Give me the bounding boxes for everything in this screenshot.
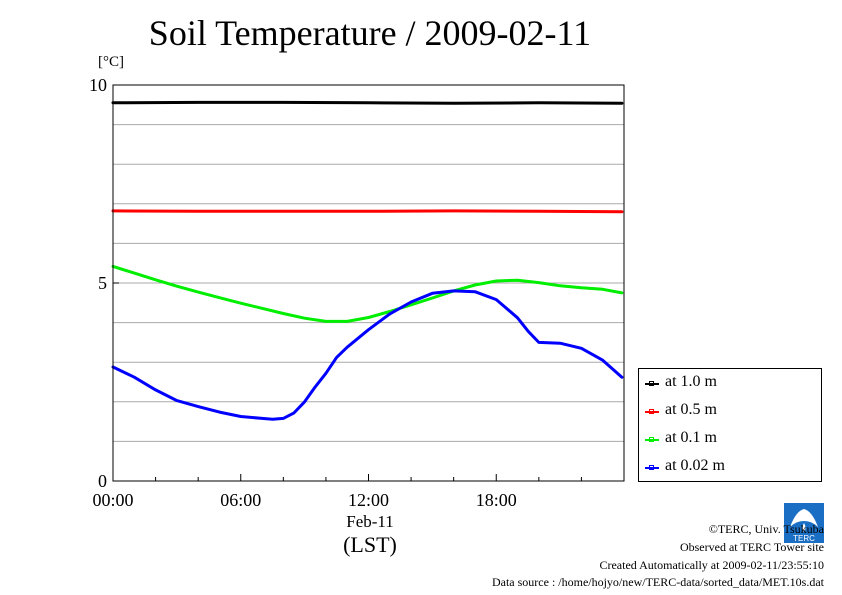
x-axis-label: (LST) [343,532,397,557]
legend-swatch-1m [645,381,659,386]
x-tick-label: 12:00 [348,490,389,510]
series-line-2 [111,264,624,323]
legend-label-1m: at 1.0 m [665,373,717,390]
terc-logo-icon: TERC [784,503,824,543]
y-tick-label: 10 [89,75,107,95]
footer-copyright: ©TERC, Univ. Tsukuba [708,522,824,536]
series-line-3 [111,289,624,421]
legend-swatch-0-5m [645,409,659,414]
y-tick-label: 0 [98,471,107,491]
series-line-0 [111,100,624,105]
legend-swatch-0-02m [645,465,659,470]
legend-label-0-5m: at 0.5 m [665,401,717,418]
legend-item-0-5m: at 0.5 m [645,401,815,421]
series-layer [111,100,624,421]
legend-swatch-0-1m [645,437,659,442]
x-tick-label: 18:00 [476,490,517,510]
legend: at 1.0 m at 0.5 m at 0.1 m at 0.02 m [638,368,822,482]
legend-label-0-1m: at 0.1 m [665,429,717,446]
y-axis-label: [°C] [98,54,124,70]
footer-site: Observed at TERC Tower site [679,540,824,554]
logo-text: TERC [793,534,815,543]
x-tick-label: 06:00 [220,490,261,510]
legend-item-0-02m: at 0.02 m [645,457,815,477]
y-tick-label: 5 [98,273,107,293]
footer-created: Created Automatically at 2009-02-11/23:5… [599,558,824,572]
legend-item-0-1m: at 0.1 m [645,429,815,449]
x-date-label: Feb-11 [346,512,394,531]
legend-item-1m: at 1.0 m [645,373,815,393]
grid-lines [113,124,624,442]
series-line-1 [111,209,624,214]
axis-ticks: 0 5 10 00:00 06:00 12:00 18:00 [89,75,582,510]
footer-source: Data source : /home/hojyo/new/TERC-data/… [491,575,824,589]
legend-label-0-02m: at 0.02 m [665,457,725,474]
chart-title: Soil Temperature / 2009-02-11 [148,13,592,53]
x-tick-label: 00:00 [92,490,133,510]
